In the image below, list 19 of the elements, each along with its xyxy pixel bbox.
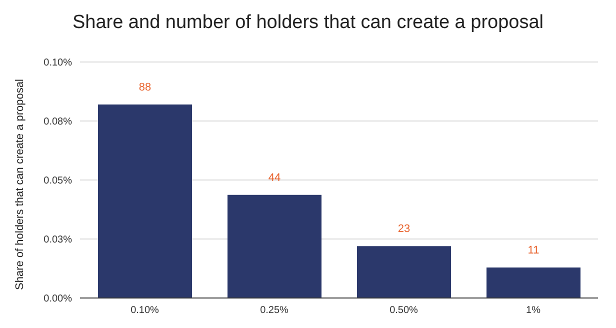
bar — [98, 104, 192, 298]
annotation: 11 — [528, 244, 540, 257]
chart-title: Share and number of holders that can create a proposal — [71, 12, 545, 34]
bar — [486, 268, 580, 298]
x-tick-label: 0.10% — [130, 305, 160, 316]
y-tick-label: 0.05% — [44, 176, 72, 187]
y-tick-label: 0.03% — [44, 234, 72, 246]
bar — [228, 194, 322, 298]
y-tick-label: 0.10% — [44, 58, 72, 69]
x-tick-label: 0.50% — [390, 305, 418, 316]
annotation: 88 — [138, 81, 152, 94]
annotation: 23 — [398, 223, 410, 236]
annotation: 44 — [268, 172, 281, 184]
y-axis-title: Share of holders that can create a proposal — [14, 79, 26, 290]
y-tick-label: 0.08% — [44, 116, 72, 128]
bar — [357, 246, 451, 298]
x-tick-label: 0.25% — [260, 305, 289, 316]
x-tick-label: 1% — [526, 305, 541, 316]
y-tick-label: 0.00% — [44, 294, 72, 305]
